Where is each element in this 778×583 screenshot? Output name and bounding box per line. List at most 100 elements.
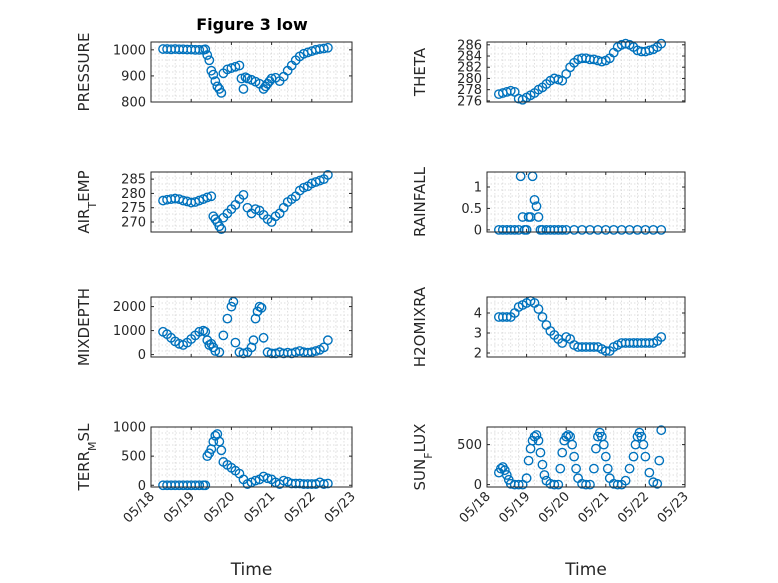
y-tick-label: 276 xyxy=(457,94,482,109)
x-tick-label: 05/21 xyxy=(241,489,278,526)
data-point xyxy=(624,463,635,474)
x-tick-label: 05/21 xyxy=(576,489,613,526)
x-tick-label: 05/19 xyxy=(161,489,198,526)
data-point xyxy=(256,302,267,313)
y-tick-label: 3 xyxy=(474,327,482,342)
y-tick-label: 1000 xyxy=(113,324,146,339)
data-point xyxy=(206,191,217,202)
data-point xyxy=(214,436,225,447)
data-point xyxy=(216,445,227,456)
data-point xyxy=(234,60,245,71)
axes-frame xyxy=(486,426,686,488)
data-point xyxy=(533,304,544,314)
y-tick-label: 500 xyxy=(121,450,146,465)
data-point xyxy=(549,479,560,490)
data-point xyxy=(499,465,510,476)
data-point xyxy=(222,313,233,324)
grid xyxy=(487,172,685,232)
data-point xyxy=(557,224,568,235)
series-points xyxy=(493,38,667,105)
data-point xyxy=(218,330,229,341)
grid xyxy=(151,42,352,102)
y-tick-label: 280 xyxy=(121,187,146,202)
y-tick-label: 1 xyxy=(474,181,482,196)
data-point xyxy=(198,325,209,336)
x-axis-label: Time xyxy=(230,560,273,580)
data-point xyxy=(318,479,329,489)
y-tick-label: 282 xyxy=(457,61,482,76)
axes-frame xyxy=(150,171,353,233)
x-tick-label: 05/22 xyxy=(615,489,652,526)
data-point xyxy=(262,473,273,484)
data-point xyxy=(656,38,667,49)
data-point xyxy=(501,312,512,322)
x-axis-label: Time xyxy=(564,560,607,580)
data-point xyxy=(644,45,655,56)
data-point xyxy=(553,479,564,490)
data-point xyxy=(591,443,601,454)
y-tick-label: 286 xyxy=(457,38,482,53)
data-point xyxy=(620,475,631,486)
data-point xyxy=(557,447,568,458)
data-point xyxy=(602,463,613,474)
data-point xyxy=(652,478,663,489)
data-point xyxy=(533,212,544,222)
data-point xyxy=(563,430,574,440)
y-tick-label: 0.5 xyxy=(461,202,482,217)
data-point xyxy=(501,470,512,480)
y-axis-label: TERRMSL xyxy=(75,423,99,492)
data-point xyxy=(216,224,227,235)
data-point xyxy=(537,459,548,470)
data-point xyxy=(537,312,548,322)
panel-5: 2 3 4 H2OMIXRA xyxy=(411,286,686,367)
data-point xyxy=(210,76,221,87)
data-point xyxy=(505,85,516,96)
y-tick-label: 0 xyxy=(474,478,482,493)
panel-0: 800 900 1000 PRESSURE xyxy=(75,33,353,112)
axes-background xyxy=(150,171,353,233)
data-point xyxy=(310,346,321,356)
y-tick-label: 270 xyxy=(121,216,146,231)
y-axis-label: SUNFLUX xyxy=(411,424,435,491)
series-points xyxy=(493,296,667,356)
data-point xyxy=(318,43,329,54)
y-tick-label: 2000 xyxy=(113,300,146,315)
data-point xyxy=(571,463,581,474)
panel-3: 0 0.5 1 RAINFALL xyxy=(411,166,686,238)
axes-frame xyxy=(486,41,686,103)
x-tick-label: 05/23 xyxy=(655,489,692,526)
data-point xyxy=(226,301,237,312)
data-point xyxy=(533,435,544,446)
data-point xyxy=(242,73,253,84)
axes-frame xyxy=(150,41,353,103)
data-point xyxy=(230,61,241,72)
data-point xyxy=(598,439,609,450)
y-axis-label: PRESSURE xyxy=(75,33,93,112)
data-point xyxy=(322,335,333,346)
data-point xyxy=(612,479,623,490)
data-point xyxy=(248,335,259,346)
y-tick-label: 0 xyxy=(138,479,146,494)
data-point xyxy=(194,44,205,55)
y-tick-label: 1000 xyxy=(113,421,146,436)
data-point xyxy=(204,55,215,66)
x-tick-label: 05/20 xyxy=(536,489,573,526)
data-point xyxy=(236,73,247,84)
y-tick-label: 800 xyxy=(121,96,146,111)
y-axis-label: RAINFALL xyxy=(411,166,429,237)
series-points xyxy=(158,42,333,98)
axes-frame xyxy=(150,426,353,488)
x-tick-label: 05/20 xyxy=(201,489,238,526)
data-point xyxy=(258,332,269,343)
data-point xyxy=(569,451,580,462)
data-point xyxy=(200,44,211,55)
data-point xyxy=(238,84,249,94)
y-tick-label: 4 xyxy=(474,307,482,322)
data-point xyxy=(246,342,257,353)
data-point xyxy=(600,451,611,462)
data-point xyxy=(318,342,329,353)
data-point xyxy=(322,169,333,180)
